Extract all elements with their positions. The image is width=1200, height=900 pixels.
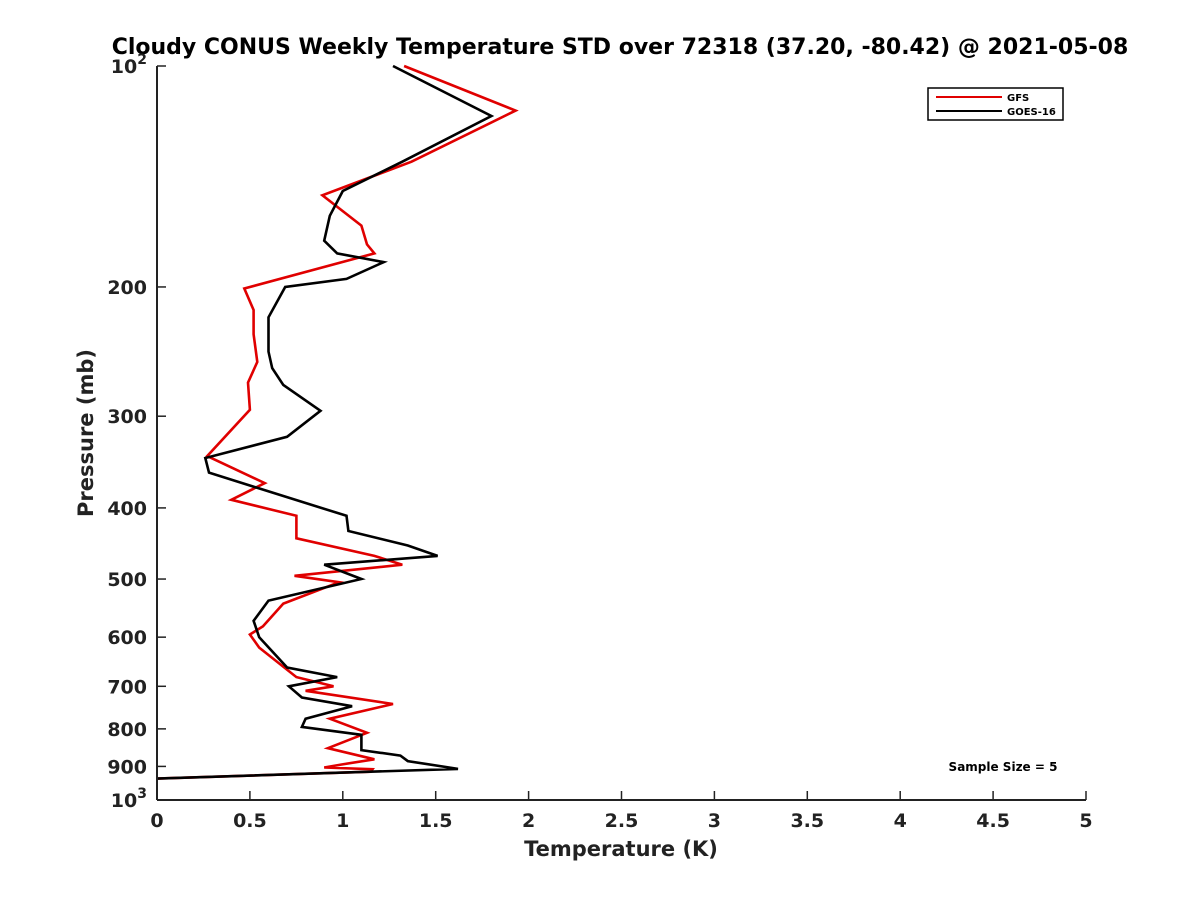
x-tick-label: 1.5 (419, 810, 453, 832)
y-tick-label: 103 (111, 786, 147, 812)
y-tick-label: 102 (111, 52, 147, 78)
x-tick-label: 0 (150, 810, 163, 832)
y-tick-exponent: 2 (137, 52, 147, 68)
legend-goes16-label: GOES-16 (1007, 107, 1056, 118)
chart-title: Cloudy CONUS Weekly Temperature STD over… (112, 35, 1129, 60)
y-tick-exponent: 3 (137, 786, 147, 802)
y-tick-label: 200 (107, 277, 147, 299)
x-tick-label: 4 (894, 810, 907, 832)
series-line-goes16 (156, 64, 495, 780)
y-tick-label: 700 (107, 676, 147, 698)
x-tick-label: 2.5 (605, 810, 639, 832)
x-tick-label: 5 (1079, 810, 1092, 832)
y-axis-title: Pressure (mb) (74, 349, 98, 517)
x-axis-ticks: 0 0.5 1 1.5 2 2.5 3 3.5 4 4.5 5 (150, 791, 1093, 832)
y-tick-label: 500 (107, 569, 147, 591)
y-tick-label: 800 (107, 719, 147, 741)
legend: GFS GOES-16 (927, 87, 1064, 121)
legend-box (927, 87, 1064, 121)
y-tick-label: 900 (107, 756, 147, 778)
x-axis-title: Temperature (K) (524, 837, 718, 861)
y-tick-label: 400 (107, 498, 147, 520)
x-tick-label: 0.5 (233, 810, 267, 832)
x-tick-label: 4.5 (976, 810, 1010, 832)
x-tick-label: 2 (522, 810, 535, 832)
y-tick-label: 600 (107, 627, 147, 649)
y-tick-base: 10 (111, 56, 137, 78)
x-tick-label: 3.5 (790, 810, 824, 832)
y-tick-label: 300 (107, 406, 147, 428)
x-tick-label: 1 (336, 810, 349, 832)
x-tick-label: 3 (708, 810, 721, 832)
sample-size-annotation: Sample Size = 5 (949, 760, 1058, 774)
y-tick-base: 10 (111, 790, 137, 812)
series-line-gfs (156, 64, 519, 780)
legend-gfs-label: GFS (1007, 93, 1029, 104)
series-layer (156, 64, 519, 780)
